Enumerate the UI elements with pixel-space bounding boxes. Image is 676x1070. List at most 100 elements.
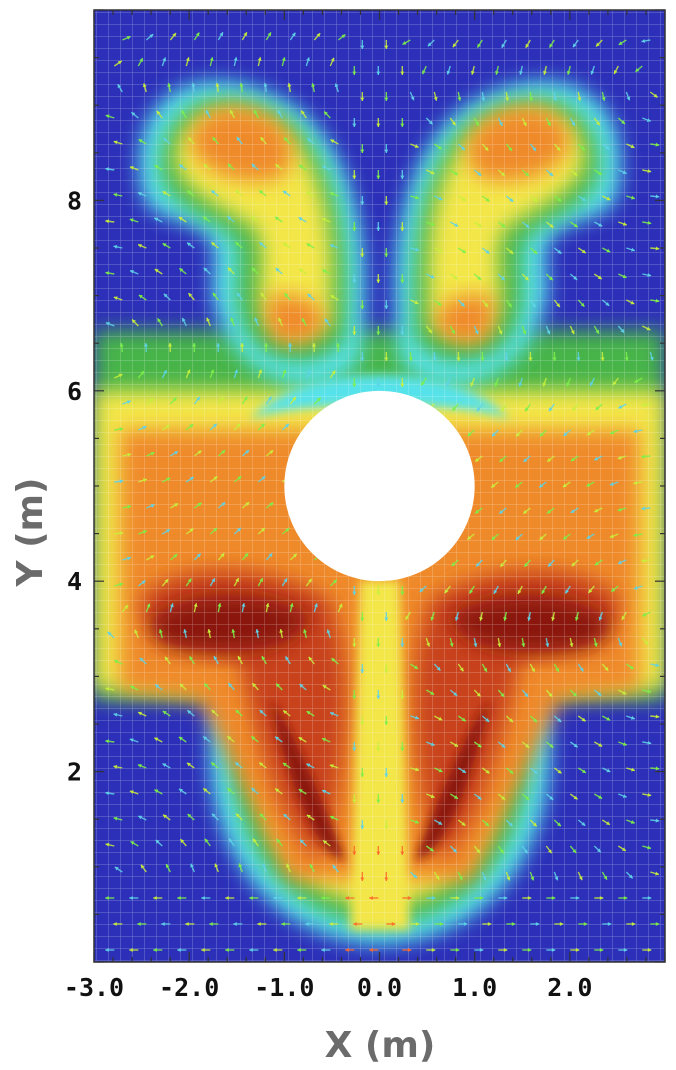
velocity-arrow <box>211 813 219 821</box>
velocity-arrow <box>313 397 322 405</box>
velocity-arrow <box>402 895 412 901</box>
velocity-arrow <box>457 143 466 151</box>
velocity-arrow <box>500 403 507 412</box>
velocity-arrow <box>303 629 308 639</box>
velocity-arrow <box>609 429 619 435</box>
velocity-arrow <box>334 83 339 93</box>
velocity-arrow <box>642 895 652 901</box>
velocity-arrow <box>577 247 587 254</box>
velocity-arrow <box>545 689 553 698</box>
velocity-arrow <box>468 585 475 594</box>
velocity-arrow <box>650 298 660 303</box>
velocity-arrow <box>476 39 483 48</box>
velocity-arrow <box>164 656 171 665</box>
velocity-arrow <box>523 455 531 463</box>
velocity-arrow <box>169 502 179 509</box>
velocity-arrow <box>400 846 405 855</box>
velocity-arrow <box>553 819 562 827</box>
x-tick-label: -2.0 <box>159 973 219 1002</box>
velocity-arrow <box>521 221 530 229</box>
velocity-arrow <box>553 715 562 723</box>
velocity-arrow <box>495 65 500 75</box>
velocity-arrow <box>445 377 451 387</box>
velocity-arrow <box>400 118 405 127</box>
velocity-arrow <box>481 247 490 255</box>
velocity-arrow <box>384 300 389 309</box>
velocity-arrow <box>161 477 171 483</box>
velocity-arrow <box>129 895 139 901</box>
velocity-arrow <box>321 165 331 171</box>
velocity-arrow <box>400 690 405 699</box>
velocity-arrow <box>185 921 195 927</box>
velocity-arrow <box>491 533 499 541</box>
velocity-arrow <box>210 761 219 769</box>
velocity-arrow <box>626 921 636 927</box>
velocity-arrow <box>384 248 389 257</box>
velocity-arrow <box>217 449 226 457</box>
velocity-arrow <box>576 351 581 362</box>
velocity-arrow <box>122 556 132 561</box>
velocity-arrow <box>329 921 339 927</box>
velocity-arrow <box>181 109 187 119</box>
velocity-arrow <box>298 736 307 743</box>
velocity-arrow <box>545 793 554 801</box>
velocity-arrow <box>409 871 418 879</box>
velocity-arrow <box>154 268 163 275</box>
velocity-arrow <box>311 83 316 93</box>
velocity-arrow <box>252 838 259 847</box>
velocity-arrow <box>259 709 267 717</box>
velocity-arrow <box>505 299 513 308</box>
velocity-arrow <box>313 603 318 613</box>
velocity-arrow <box>449 117 457 126</box>
velocity-arrow <box>529 195 538 203</box>
velocity-arrow <box>594 559 603 566</box>
velocity-arrow <box>306 191 315 197</box>
velocity-arrow <box>209 423 218 431</box>
velocity-arrow <box>569 221 579 228</box>
velocity-arrow <box>345 895 355 901</box>
velocity-arrow <box>569 325 575 335</box>
velocity-arrow <box>179 838 187 847</box>
velocity-arrow <box>481 663 488 673</box>
velocity-arrow <box>306 763 315 769</box>
velocity-arrow <box>129 218 139 223</box>
velocity-arrow <box>384 820 389 829</box>
velocity-arrow <box>451 403 459 412</box>
y-axis-ticks: 2 4 6 8 <box>67 9 665 963</box>
velocity-arrow <box>360 352 365 361</box>
velocity-arrow <box>473 637 478 647</box>
velocity-arrow <box>227 787 235 795</box>
velocity-arrow <box>554 921 564 927</box>
velocity-arrow <box>595 39 603 47</box>
velocity-arrow <box>425 117 434 125</box>
velocity-arrow <box>185 476 195 483</box>
velocity-arrow <box>618 947 628 953</box>
velocity-arrow <box>625 299 635 305</box>
velocity-arrow <box>210 189 219 197</box>
velocity-arrow <box>113 296 123 301</box>
velocity-arrow <box>202 735 211 743</box>
velocity-arrow <box>481 767 490 774</box>
velocity-arrow <box>617 845 627 852</box>
velocity-arrow <box>497 845 505 854</box>
velocity-arrow <box>410 819 420 824</box>
velocity-arrow <box>330 139 339 145</box>
velocity-arrow <box>257 369 263 379</box>
velocity-arrow <box>376 170 381 179</box>
velocity-arrow <box>384 664 389 673</box>
velocity-arrow <box>178 163 187 171</box>
velocity-arrow <box>569 117 576 127</box>
velocity-arrow <box>433 143 443 150</box>
velocity-arrow <box>122 35 131 41</box>
velocity-arrow <box>430 611 435 621</box>
velocity-arrow <box>569 689 578 697</box>
velocity-arrow <box>602 767 611 773</box>
velocity-arrow <box>474 947 484 953</box>
velocity-arrow <box>204 838 211 847</box>
velocity-arrow <box>360 144 365 153</box>
velocity-arrow <box>201 895 211 901</box>
velocity-arrow <box>419 585 427 593</box>
velocity-arrow <box>400 794 405 803</box>
velocity-arrow <box>241 31 248 41</box>
velocity-arrow <box>528 351 533 362</box>
